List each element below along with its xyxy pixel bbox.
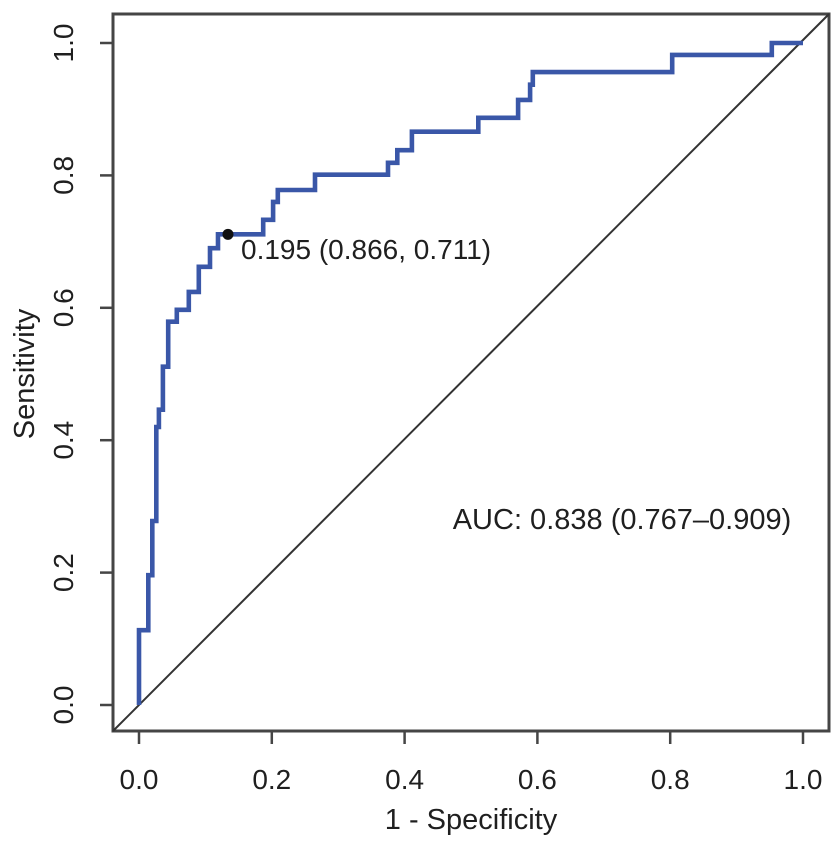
x-axis-title: 1 - Specificity — [385, 804, 558, 836]
y-axis-title: Sensitivity — [9, 308, 41, 439]
x-tick-label: 0.6 — [518, 764, 557, 795]
threshold-point-label: 0.195 (0.866, 0.711) — [241, 234, 491, 265]
x-axis-ticks: 0.0 0.2 0.4 0.6 0.8 1.0 — [120, 731, 823, 795]
reference-diagonal-line — [112, 13, 830, 732]
y-tick-label: 0.6 — [48, 288, 79, 327]
x-tick-label: 1.0 — [784, 764, 823, 795]
y-tick-label: 1.0 — [48, 24, 79, 63]
y-axis-ticks: 0.0 0.2 0.4 0.6 0.8 1.0 — [48, 24, 113, 725]
threshold-point-marker — [222, 228, 234, 240]
y-tick-label: 0.8 — [48, 156, 79, 195]
auc-annotation: AUC: 0.838 (0.767–0.909) — [453, 504, 792, 536]
y-tick-label: 0.4 — [48, 421, 79, 460]
x-tick-label: 0.2 — [252, 764, 291, 795]
roc-curve — [136, 40, 803, 705]
y-tick-label: 0.2 — [48, 553, 79, 592]
plot-box — [111, 12, 831, 733]
y-tick-label: 0.0 — [48, 686, 79, 725]
x-tick-label: 0.0 — [120, 764, 159, 795]
x-tick-label: 0.4 — [385, 764, 424, 795]
x-tick-label: 0.8 — [651, 764, 690, 795]
